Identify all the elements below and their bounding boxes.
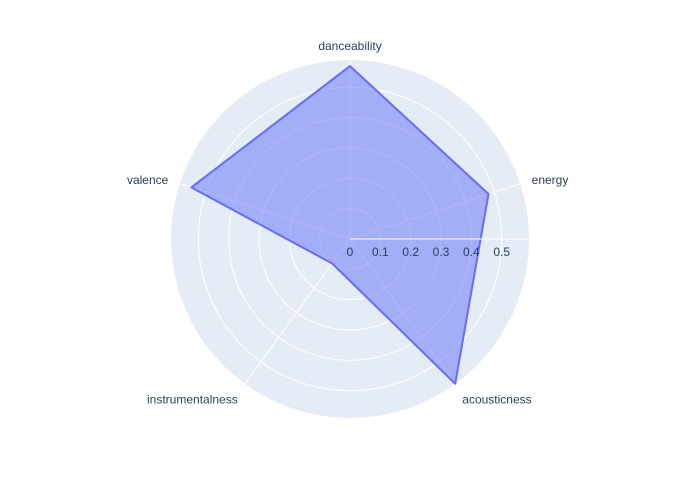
radial-axis: 0 0.1 0.2 0.3 0.4 0.5 — [347, 238, 529, 259]
radial-tick-label: 0.4 — [463, 245, 480, 259]
radial-tick-label: 0.3 — [433, 245, 450, 259]
radial-tick-label: 0 — [347, 245, 354, 259]
angular-label-energy: energy — [532, 173, 569, 187]
radar-trace — [190, 65, 490, 385]
radial-tick-label: 0.2 — [402, 245, 419, 259]
angular-label-acousticness: acousticness — [462, 393, 531, 407]
angular-label-danceability: danceability — [318, 39, 381, 53]
angular-label-instrumentalness: instrumentalness — [147, 393, 238, 407]
radial-tick-label: 0.5 — [493, 245, 510, 259]
angular-label-valence: valence — [127, 173, 169, 187]
radial-tick-label: 0.1 — [372, 245, 389, 259]
angular-axis-labels: danceability energy acousticness instrument… — [127, 39, 568, 407]
radar-series-polygon — [190, 65, 490, 385]
